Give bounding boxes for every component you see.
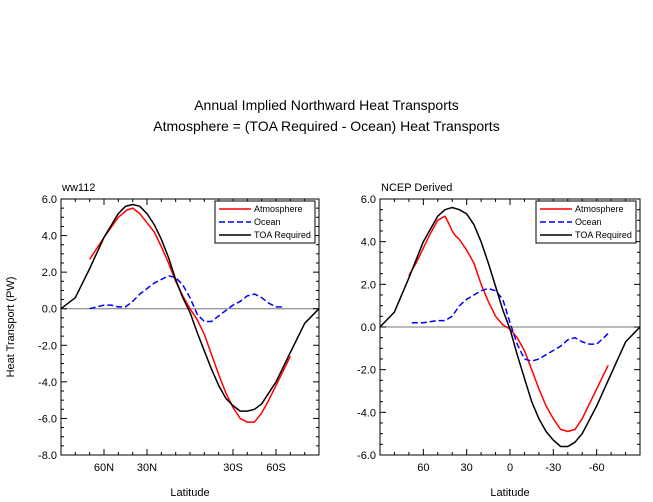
y-tick-label: 6.0 bbox=[361, 194, 376, 206]
x-tick-label: 60N bbox=[94, 462, 114, 474]
series-line-ocean bbox=[411, 287, 609, 362]
y-tick-label: -2.0 bbox=[357, 365, 376, 377]
panel-label: NCEP Derived bbox=[381, 182, 452, 194]
x-tick-label: -30 bbox=[545, 462, 561, 474]
legend: Atmosphere Ocean TOA Required bbox=[214, 200, 316, 244]
x-tick-label: 30S bbox=[223, 462, 243, 474]
series-line-toa-required bbox=[60, 203, 320, 412]
y-tick-label: 2.0 bbox=[42, 267, 57, 279]
panel-2: 6.0 4.0 2.0 0.0 -2.0 -4.0 -6.0 60 30 0 -30 -60 Latit… bbox=[357, 182, 641, 499]
y-tick-label: 0.0 bbox=[42, 304, 57, 316]
panel-1: 6.0 4.0 2.0 0.0 -2.0 -4.0 -6.0 -8.0 60N 30N 30S 60S… bbox=[5, 182, 320, 499]
legend-label: Atmosphere bbox=[254, 204, 303, 214]
figure-title-line2: Atmosphere = (TOA Required - Ocean) Heat… bbox=[153, 118, 500, 134]
y-tick-label: 6.0 bbox=[42, 194, 57, 206]
series-line-atmosphere bbox=[89, 207, 291, 423]
y-tick-label: 2.0 bbox=[361, 279, 376, 291]
legend: Atmosphere Ocean TOA Required bbox=[535, 200, 637, 244]
series-line-toa-required bbox=[379, 206, 641, 448]
y-tick-label: 4.0 bbox=[361, 237, 376, 249]
y-tick-label: -8.0 bbox=[38, 450, 57, 462]
x-tick-label: 0 bbox=[507, 462, 513, 474]
x-tick-label: 30N bbox=[137, 462, 157, 474]
y-tick-label: 4.0 bbox=[42, 231, 57, 243]
series-line-atmosphere bbox=[408, 215, 609, 433]
y-tick-label: -4.0 bbox=[357, 407, 376, 419]
x-tick-label: 60 bbox=[417, 462, 429, 474]
x-tick-label: 60S bbox=[266, 462, 286, 474]
x-axis-label: Latitude bbox=[170, 487, 209, 499]
y-tick-label: -2.0 bbox=[38, 340, 57, 352]
y-tick-label: -4.0 bbox=[38, 377, 57, 389]
y-tick-label: -6.0 bbox=[38, 413, 57, 425]
panel-label: ww112 bbox=[61, 182, 95, 194]
x-tick-label: -60 bbox=[589, 462, 605, 474]
legend-label: TOA Required bbox=[575, 230, 632, 240]
legend-label: TOA Required bbox=[254, 230, 311, 240]
y-tick-label: -6.0 bbox=[357, 450, 376, 462]
legend-label: Atmosphere bbox=[575, 204, 624, 214]
figure-title-line1: Annual Implied Northward Heat Transports bbox=[194, 97, 459, 113]
legend-label: Ocean bbox=[575, 217, 602, 227]
series-line-ocean bbox=[89, 275, 284, 323]
legend-label: Ocean bbox=[254, 217, 281, 227]
y-tick-label: 0.0 bbox=[361, 322, 376, 334]
x-axis-label: Latitude bbox=[490, 487, 529, 499]
x-tick-label: 30 bbox=[461, 462, 473, 474]
y-axis-label: Heat Transport (PW) bbox=[5, 277, 17, 378]
